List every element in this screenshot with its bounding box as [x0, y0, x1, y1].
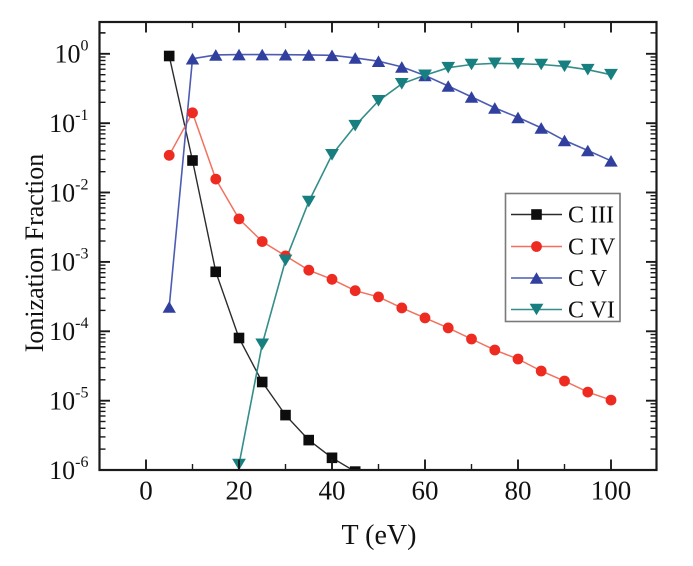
svg-text:C IV: C IV	[568, 235, 616, 261]
svg-text:C III: C III	[568, 203, 614, 229]
svg-text:Ionization Fraction: Ionization Fraction	[20, 154, 49, 353]
svg-text:C V: C V	[568, 266, 608, 292]
svg-text:80: 80	[505, 476, 532, 506]
svg-text:40: 40	[319, 476, 346, 506]
svg-text:20: 20	[226, 476, 253, 506]
svg-text:60: 60	[412, 476, 439, 506]
svg-text:0: 0	[139, 476, 153, 506]
svg-text:100: 100	[591, 476, 632, 506]
svg-text:C VI: C VI	[568, 298, 615, 324]
svg-text:T (eV): T (eV)	[342, 520, 417, 551]
